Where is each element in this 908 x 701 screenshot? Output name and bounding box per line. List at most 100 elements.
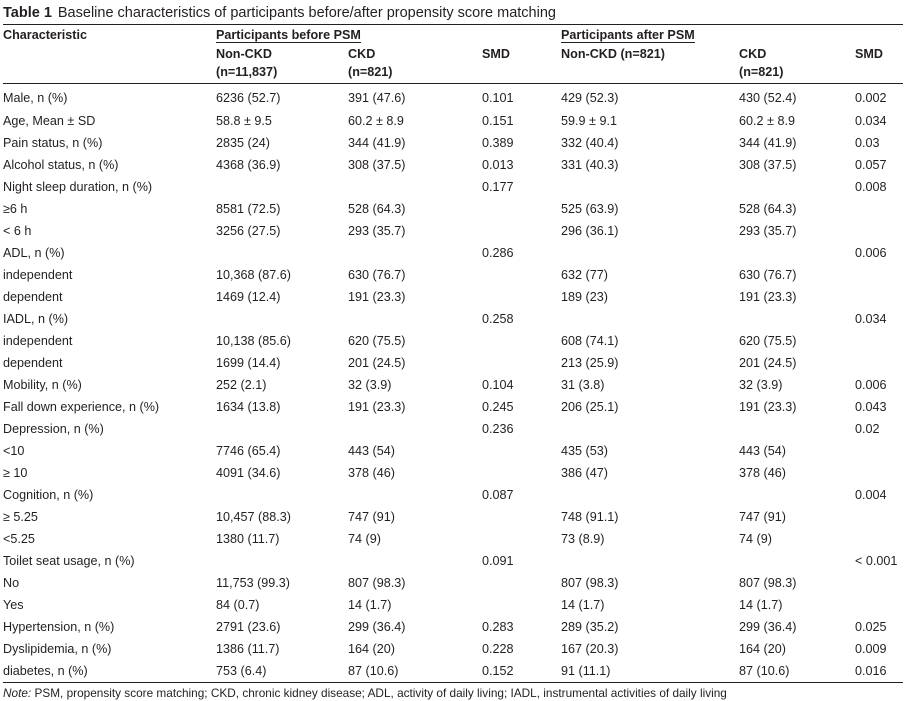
cell-after-smd xyxy=(855,506,903,528)
cell-characteristic: Pain status, n (%) xyxy=(3,136,103,150)
cell-before-non-ckd: 6236 (52.7) xyxy=(216,91,281,105)
cell-before-smd: 0.101 xyxy=(482,91,514,105)
cell-before-ckd: 391 (47.6) xyxy=(348,91,406,105)
cell-after-smd xyxy=(855,440,903,462)
cell-after-smd: 0.002 xyxy=(855,91,887,105)
cell-characteristic: Fall down experience, n (%) xyxy=(3,400,160,414)
cell-before-smd xyxy=(468,264,561,286)
cell-after-non-ckd: 31 (3.8) xyxy=(561,378,605,392)
cell-characteristic: < 6 h xyxy=(3,224,32,238)
cell-before-smd: 0.091 xyxy=(482,554,514,568)
cell-before-smd xyxy=(468,286,561,308)
cell-after-smd: 0.03 xyxy=(855,136,880,150)
cell-before-ckd: 630 (76.7) xyxy=(348,268,406,282)
cell-characteristic: Cognition, n (%) xyxy=(3,488,94,502)
cell-before-non-ckd: 1699 (14.4) xyxy=(216,356,281,370)
cell-before-non-ckd: 1634 (13.8) xyxy=(216,400,281,414)
cell-after-non-ckd xyxy=(561,484,739,506)
cell-characteristic: ≥ 5.25 xyxy=(3,510,38,524)
cell-after-ckd: 164 (20) xyxy=(739,642,786,656)
cell-before-non-ckd: 4368 (36.9) xyxy=(216,158,281,172)
cell-characteristic: ≥6 h xyxy=(3,202,28,216)
cell-after-non-ckd: 429 (52.3) xyxy=(561,91,619,105)
cell-after-ckd xyxy=(739,484,855,506)
cell-before-non-ckd xyxy=(216,484,348,506)
cell-before-non-ckd: 2835 (24) xyxy=(216,136,270,150)
cell-before-smd xyxy=(468,528,561,550)
cell-after-non-ckd: 289 (35.2) xyxy=(561,620,619,634)
cell-before-smd: 0.286 xyxy=(482,246,514,260)
cell-after-non-ckd: 332 (40.4) xyxy=(561,136,619,150)
cell-characteristic: dependent xyxy=(3,290,63,304)
cell-before-non-ckd xyxy=(216,308,348,330)
cell-after-ckd: 60.2 ± 8.9 xyxy=(739,114,795,128)
cell-before-non-ckd: 7746 (65.4) xyxy=(216,444,281,458)
footnote-text: PSM, propensity score matching; CKD, chr… xyxy=(34,686,727,700)
cell-characteristic: Male, n (%) xyxy=(3,91,68,105)
cell-after-non-ckd: 14 (1.7) xyxy=(561,598,605,612)
cell-characteristic: Night sleep duration, n (%) xyxy=(3,180,153,194)
table-row: IADL, n (%) 0.258 0.034 xyxy=(3,308,903,330)
header-group-after-psm: Participants after PSM xyxy=(561,24,904,44)
cell-after-non-ckd xyxy=(561,418,739,440)
table-row: dependent 1699 (14.4) 201 (24.5) 213 (25.9)… xyxy=(3,352,903,374)
table-row: No 11,753 (99.3) 807 (98.3) 807 (98.3) 807 (… xyxy=(3,572,903,594)
cell-before-smd: 0.236 xyxy=(482,422,514,436)
table-row: Dyslipidemia, n (%) 1386 (11.7) 164 (20) 0.… xyxy=(3,638,903,660)
cell-after-non-ckd xyxy=(561,550,739,572)
cell-after-ckd: 74 (9) xyxy=(739,532,772,546)
cell-before-smd xyxy=(468,462,561,484)
cell-before-non-ckd: 10,457 (88.3) xyxy=(216,510,291,524)
cell-before-ckd: 344 (41.9) xyxy=(348,136,406,150)
cell-after-non-ckd: 748 (91.1) xyxy=(561,510,619,524)
cell-before-non-ckd: 10,138 (85.6) xyxy=(216,334,291,348)
cell-after-ckd: 14 (1.7) xyxy=(739,598,783,612)
cell-characteristic: Age, Mean ± SD xyxy=(3,114,96,128)
cell-before-smd: 0.177 xyxy=(482,180,514,194)
cell-before-smd xyxy=(468,572,561,594)
table-row: Mobility, n (%) 252 (2.1) 32 (3.9) 0.104 31 … xyxy=(3,374,903,396)
cell-characteristic: dependent xyxy=(3,356,63,370)
cell-after-smd xyxy=(855,198,903,220)
cell-after-smd: 0.02 xyxy=(855,422,880,436)
cell-after-non-ckd: 91 (11.1) xyxy=(561,660,740,683)
cell-characteristic: Mobility, n (%) xyxy=(3,378,82,392)
cell-before-smd: 0.151 xyxy=(482,114,514,128)
header-characteristic: Characteristic xyxy=(3,24,216,44)
table-row: ≥ 10 4091 (34.6) 378 (46) 386 (47) 378 (46) xyxy=(3,462,903,484)
cell-characteristic: Dyslipidemia, n (%) xyxy=(3,642,112,656)
cell-before-smd: 0.245 xyxy=(482,400,514,414)
table-row: Cognition, n (%) 0.087 0.004 xyxy=(3,484,903,506)
cell-before-non-ckd: 1469 (12.4) xyxy=(216,290,281,304)
cell-before-smd: 0.013 xyxy=(482,158,514,172)
header-blank xyxy=(3,44,216,84)
cell-after-ckd: 299 (36.4) xyxy=(739,620,797,634)
cell-before-ckd: 60.2 ± 8.9 xyxy=(348,114,404,128)
cell-after-ckd: 308 (37.5) xyxy=(739,158,797,172)
cell-before-non-ckd xyxy=(216,550,348,572)
cell-before-ckd xyxy=(348,308,468,330)
cell-before-non-ckd: 10,368 (87.6) xyxy=(216,268,291,282)
cell-after-non-ckd: 386 (47) xyxy=(561,466,608,480)
cell-characteristic: <10 xyxy=(3,444,25,458)
cell-characteristic: <5.25 xyxy=(3,532,35,546)
table-row: Alcohol status, n (%) 4368 (36.9) 308 (37.… xyxy=(3,154,903,176)
cell-before-ckd: 747 (91) xyxy=(348,510,395,524)
header-after-ckd: CKD (n=821) xyxy=(739,44,856,84)
cell-after-ckd: 807 (98.3) xyxy=(739,576,797,590)
table-row: Male, n (%) 6236 (52.7) 391 (47.6) 0.101 429… xyxy=(3,84,903,111)
cell-after-ckd xyxy=(739,176,855,198)
cell-before-ckd: 32 (3.9) xyxy=(348,378,392,392)
cell-characteristic: ≥ 10 xyxy=(3,466,28,480)
header-group-before-psm: Participants before PSM xyxy=(216,24,562,44)
cell-before-ckd xyxy=(348,484,468,506)
baseline-characteristics-table: Characteristic Participants before PSM P… xyxy=(3,24,904,683)
cell-after-smd: 0.008 xyxy=(855,180,887,194)
cell-after-non-ckd: 167 (20.3) xyxy=(561,642,619,656)
cell-after-non-ckd: 632 (77) xyxy=(561,268,608,282)
cell-before-ckd: 620 (75.5) xyxy=(348,334,406,348)
header-before-non-ckd: Non-CKD (n=11,837) xyxy=(216,44,348,84)
cell-before-ckd xyxy=(348,550,468,572)
cell-before-ckd xyxy=(348,242,468,264)
cell-before-ckd: 191 (23.3) xyxy=(348,290,406,304)
